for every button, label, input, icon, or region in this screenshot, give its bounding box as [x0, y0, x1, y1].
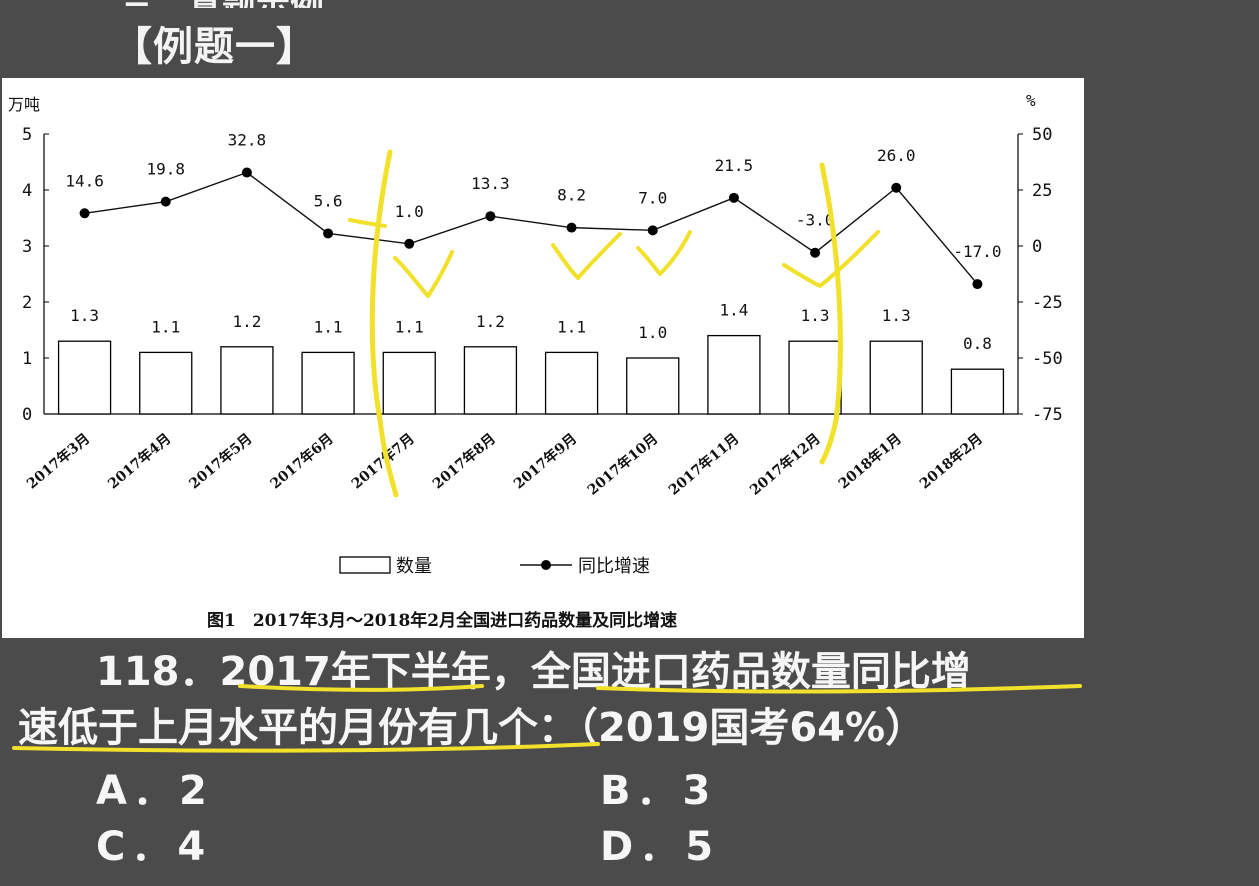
left-axis-unit: 万吨	[8, 95, 40, 114]
right-tick-label: 50	[1032, 125, 1052, 145]
category-tick-label: 2017年6月	[267, 430, 337, 492]
bar-data-label: 0.8	[963, 334, 992, 353]
growth-rate-line	[84, 171, 978, 285]
bar-quantity	[139, 351, 193, 415]
bar-quantity	[382, 351, 436, 415]
right-tick-label: -75	[1032, 405, 1063, 425]
bar-data-label: 1.0	[638, 323, 667, 342]
bar-quantity	[707, 334, 761, 415]
growth-data-label: 26.0	[877, 146, 916, 165]
category-tick-label: 2017年9月	[510, 430, 580, 492]
growth-data-label: 8.2	[557, 186, 586, 205]
bar-data-label: 1.3	[70, 306, 99, 325]
bar-quantity	[463, 346, 518, 415]
growth-data-label: 1.0	[395, 202, 424, 221]
growth-rate-point	[323, 228, 334, 239]
option-c[interactable]: C．4	[96, 824, 212, 870]
right-tick-label: -25	[1032, 293, 1063, 313]
growth-data-label: 21.5	[715, 156, 754, 175]
bar-data-label: 1.3	[801, 306, 830, 325]
chart-panel: 万吨% 0 1 2 3 4 5 -75 -50 -25 0 25 50 1.3 1.1 1.2 1.1 1.1 1.…	[2, 78, 1084, 638]
growth-rate-point	[728, 192, 739, 203]
growth-rate-point	[160, 196, 171, 207]
right-tick-label: 0	[1032, 237, 1042, 257]
growth-data-label: 19.8	[146, 160, 185, 179]
bar-data-label: 1.2	[232, 312, 261, 331]
left-tick-label: 4	[22, 181, 32, 201]
bar-quantity	[57, 340, 112, 415]
bar-quantity	[301, 351, 355, 415]
growth-data-label: 32.8	[228, 131, 267, 150]
growth-rate-point	[810, 247, 821, 258]
category-tick-label: 2017年10月	[584, 430, 661, 499]
growth-data-label: -17.0	[953, 242, 1001, 261]
bar-data-label: 1.3	[882, 306, 911, 325]
growth-rate-point	[566, 222, 577, 233]
bar-data-label: 1.1	[314, 317, 343, 336]
legend-line-marker	[541, 560, 551, 570]
bar-quantity	[950, 368, 1005, 415]
bar-quantity	[626, 357, 680, 415]
category-tick-label: 2017年7月	[348, 430, 418, 492]
growth-rate-point	[891, 182, 902, 193]
category-tick-label: 2018年1月	[835, 430, 905, 492]
right-tick-label: -50	[1032, 349, 1063, 369]
category-tick-label: 2017年3月	[23, 430, 93, 492]
growth-rate-point	[79, 208, 90, 219]
right-tick-label: 25	[1032, 181, 1052, 201]
left-tick-label: 0	[22, 405, 32, 425]
right-axis-unit: %	[1026, 91, 1036, 110]
bar-data-label: 1.4	[719, 301, 748, 320]
question-block: 118．2017年下半年，全国进口药品数量同比增 速低于上月水平的月份有几个：（…	[14, 644, 1254, 756]
left-tick-label: 1	[22, 349, 32, 369]
category-tick-label: 2017年5月	[186, 430, 256, 492]
bar-quantity	[544, 351, 599, 415]
category-tick-label: 2017年12月	[747, 430, 824, 499]
bar-data-label: 1.1	[395, 317, 424, 336]
bar-data-label: 1.2	[476, 312, 505, 331]
growth-data-label: 14.6	[65, 171, 104, 190]
cut-off-section-title: 三、真题示例	[120, 0, 500, 8]
legend-bar-swatch	[339, 556, 391, 574]
question-line-1: 118．2017年下半年，全国进口药品数量同比增	[96, 649, 971, 695]
left-tick-label: 3	[22, 237, 32, 257]
category-tick-label: 2017年4月	[105, 430, 175, 492]
growth-rate-point	[647, 225, 658, 236]
growth-rate-point	[404, 238, 415, 249]
bar-quantity	[869, 340, 923, 415]
growth-rate-point	[241, 167, 252, 178]
option-b[interactable]: B．3	[600, 768, 717, 814]
growth-rate-point	[485, 211, 496, 222]
growth-data-label: 5.6	[314, 191, 343, 210]
bar-quantity	[220, 346, 274, 415]
legend-bar-label: 数量	[396, 556, 432, 577]
chart-svg: 万吨 % 0 1 2 3 4 5 -75 -50 -25 0 25 50 1.3 1.1 1.2 1.1 1.1 1.…	[8, 91, 1063, 577]
example-title: 【例题一】	[112, 24, 317, 70]
growth-rate-point	[972, 279, 983, 290]
category-tick-label: 2017年8月	[429, 430, 499, 492]
category-tick-label: 2018年2月	[916, 430, 986, 492]
option-d[interactable]: D．5	[600, 824, 720, 870]
left-tick-label: 2	[22, 293, 32, 313]
category-tick-label: 2017年11月	[665, 430, 742, 499]
option-a[interactable]: A．2	[96, 768, 213, 814]
left-tick-label: 5	[22, 125, 32, 145]
growth-data-label: 7.0	[638, 188, 667, 207]
growth-data-label: 13.3	[471, 174, 510, 193]
bar-data-label: 1.1	[151, 317, 180, 336]
question-line-2: 速低于上月水平的月份有几个：（2019国考64%）	[18, 705, 926, 751]
bar-data-label: 1.1	[557, 317, 586, 336]
legend-line-label: 同比增速	[578, 556, 650, 577]
growth-data-label: -3.0	[796, 211, 835, 230]
bar-quantity	[788, 340, 842, 415]
chart-caption: 图1 2017年3月～2018年2月全国进口药品数量及同比增速	[207, 611, 678, 631]
